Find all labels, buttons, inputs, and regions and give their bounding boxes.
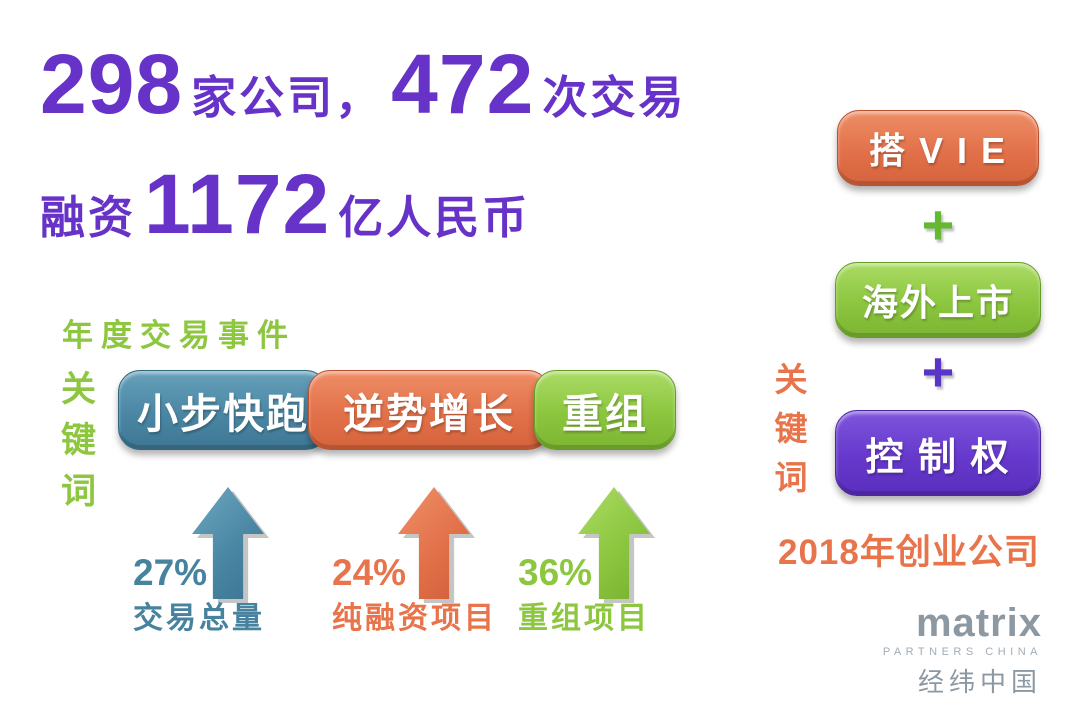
pill-control-rights: 控 制 权 [835, 410, 1041, 496]
headline-line-1: 298 家公司，472 次交易 [40, 42, 694, 126]
pill-vie-structure-wrap: 搭 V I E [837, 110, 1039, 186]
headline: 298 家公司，472 次交易 融资1172 亿人民币 [40, 42, 694, 246]
pure-financing-percent: 24% [332, 552, 407, 593]
headline-line-2: 融资1172 亿人民币 [40, 162, 694, 246]
deals-label: 次交易 [542, 72, 687, 123]
plus-icon-purple: + [921, 340, 955, 403]
pill-control-rights-wrap: 控 制 权 [835, 410, 1041, 496]
up-arrow-icon-orange [398, 487, 470, 599]
right-keyword-vertical-label: 关键词 [770, 362, 807, 509]
deals-count: 472 [391, 37, 535, 131]
up-arrow-icon-teal [192, 487, 264, 599]
left-keyword-vertical-label: 关键词 [56, 370, 95, 523]
logo-brand-text: matrix [915, 601, 1042, 645]
funding-suffix: 亿人民币 [338, 192, 531, 243]
pure-financing-label: 纯融资项目 [332, 602, 497, 635]
trade-volume-label: 交易总量 [133, 602, 265, 635]
pill-overseas-ipo: 海外上市 [835, 262, 1041, 338]
trade-volume-percent: 27% [133, 552, 208, 593]
matrix-partners-china-logo: matrix PARTNERS CHINA 经纬中国 [883, 602, 1042, 699]
restructuring-label: 重组项目 [518, 602, 650, 635]
restructuring-percent: 36% [518, 552, 593, 593]
up-arrow-icon-green [578, 487, 650, 599]
keyword-pill-row: 小步快跑 逆势增长 重组 [118, 370, 676, 450]
funding-prefix: 融资 [40, 192, 137, 243]
pill-counter-trend-growth: 逆势增长 [308, 370, 550, 450]
plus-icon-green: + [921, 193, 955, 256]
pill-vie-structure: 搭 V I E [837, 110, 1039, 186]
logo-partners-china-text: PARTNERS CHINA [882, 646, 1042, 658]
funding-amount: 1172 [144, 157, 331, 251]
companies-count: 298 [40, 37, 184, 131]
annual-events-subtitle: 年度交易事件 [62, 318, 296, 353]
pill-small-steps-fast-run: 小步快跑 [118, 370, 328, 450]
companies-label: 家公司， [191, 72, 384, 123]
logo-chinese-name: 经纬中国 [917, 667, 1042, 697]
caption-2018-startups: 2018年创业公司 [778, 533, 1040, 572]
pill-overseas-ipo-wrap: 海外上市 [835, 262, 1041, 338]
pill-restructuring: 重组 [534, 370, 676, 450]
